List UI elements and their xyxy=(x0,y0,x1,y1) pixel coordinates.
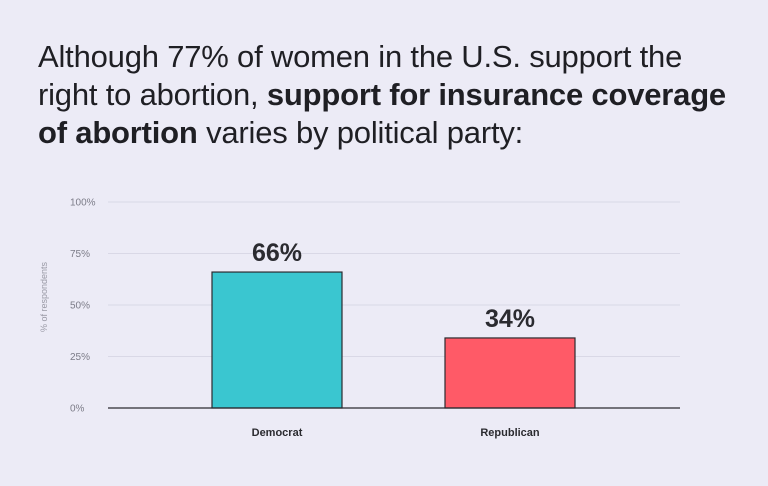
y-tick-label: 100% xyxy=(70,198,96,209)
y-tick-label: 75% xyxy=(70,249,90,260)
value-label-democrat: 66% xyxy=(252,239,302,267)
bar-republican xyxy=(444,337,576,409)
headline-bold: support for insurance coverage of aborti… xyxy=(38,77,726,150)
headline: Although 77% of women in the U.S. suppor… xyxy=(38,38,738,152)
y-tick-label: 50% xyxy=(70,301,90,312)
headline-part1: Although 77% of women in the U.S. suppor… xyxy=(38,39,683,112)
bar-layer: 66% Democrat 34% Republican xyxy=(211,239,576,439)
category-label-democrat: Democrat xyxy=(252,427,303,439)
headline-part2: varies by political party: xyxy=(197,115,524,150)
y-axis-title: % of respondents xyxy=(39,261,49,332)
bar-democrat xyxy=(211,271,343,409)
category-label-republican: Republican xyxy=(480,427,540,439)
y-tick-label: 0% xyxy=(70,404,85,415)
value-label-republican: 34% xyxy=(485,305,535,333)
y-tick-label: 25% xyxy=(70,352,90,363)
grid-layer: 0% 25% 50% 75% 100% xyxy=(70,198,680,415)
